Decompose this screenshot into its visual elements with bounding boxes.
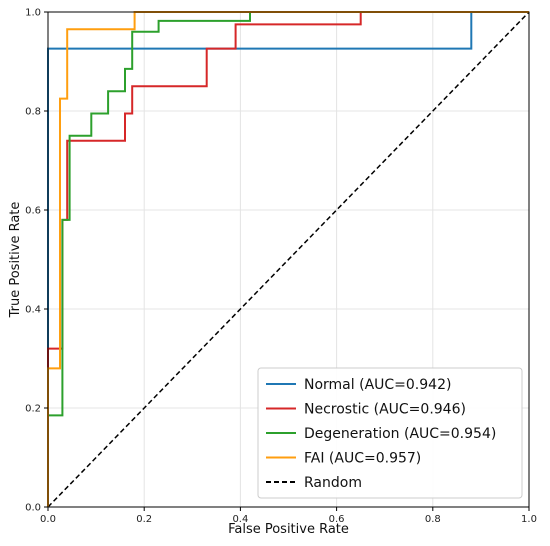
x-tick-label: 0.8 [425, 514, 441, 525]
x-tick-label: 1.0 [521, 514, 537, 525]
legend-label: Normal (AUC=0.942) [304, 377, 451, 393]
legend: Normal (AUC=0.942) Necrostic (AUC=0.946) D… [257, 367, 523, 499]
legend-box [257, 367, 523, 499]
plot-frame [47, 11, 530, 508]
random-reference-line [47, 11, 530, 508]
series-line-3 [47, 11, 529, 507]
y-tick-label: 0.6 [25, 206, 41, 217]
x-axis-label: False Positive Rate [228, 522, 349, 537]
y-tick-label: 1.0 [25, 8, 41, 19]
x-tick-label: 0.2 [136, 514, 152, 525]
x-axis-ticks: 0.0 0.2 0.4 0.6 0.8 1.0 [40, 507, 537, 525]
legend-label: Random [304, 475, 362, 491]
x-tick-label: 0.4 [232, 514, 248, 525]
y-tick-label: 0.4 [25, 305, 41, 316]
y-tick-label: 0.2 [25, 404, 41, 415]
y-axis-label: True Positive Rate [8, 202, 23, 319]
y-tick-label: 0.8 [25, 107, 41, 118]
series-line-2 [47, 11, 529, 507]
y-tick-label: 0.0 [25, 503, 41, 514]
x-tick-label: 0.6 [329, 514, 345, 525]
y-axis-ticks: 0.0 0.2 0.4 0.6 0.8 1.0 [25, 8, 48, 514]
legend-label: Necrostic (AUC=0.946) [304, 402, 466, 418]
legend-label: Degeneration (AUC=0.954) [304, 426, 496, 442]
legend-label: FAI (AUC=0.957) [304, 451, 421, 467]
grid-lines [47, 11, 530, 508]
x-tick-label: 0.0 [40, 514, 56, 525]
